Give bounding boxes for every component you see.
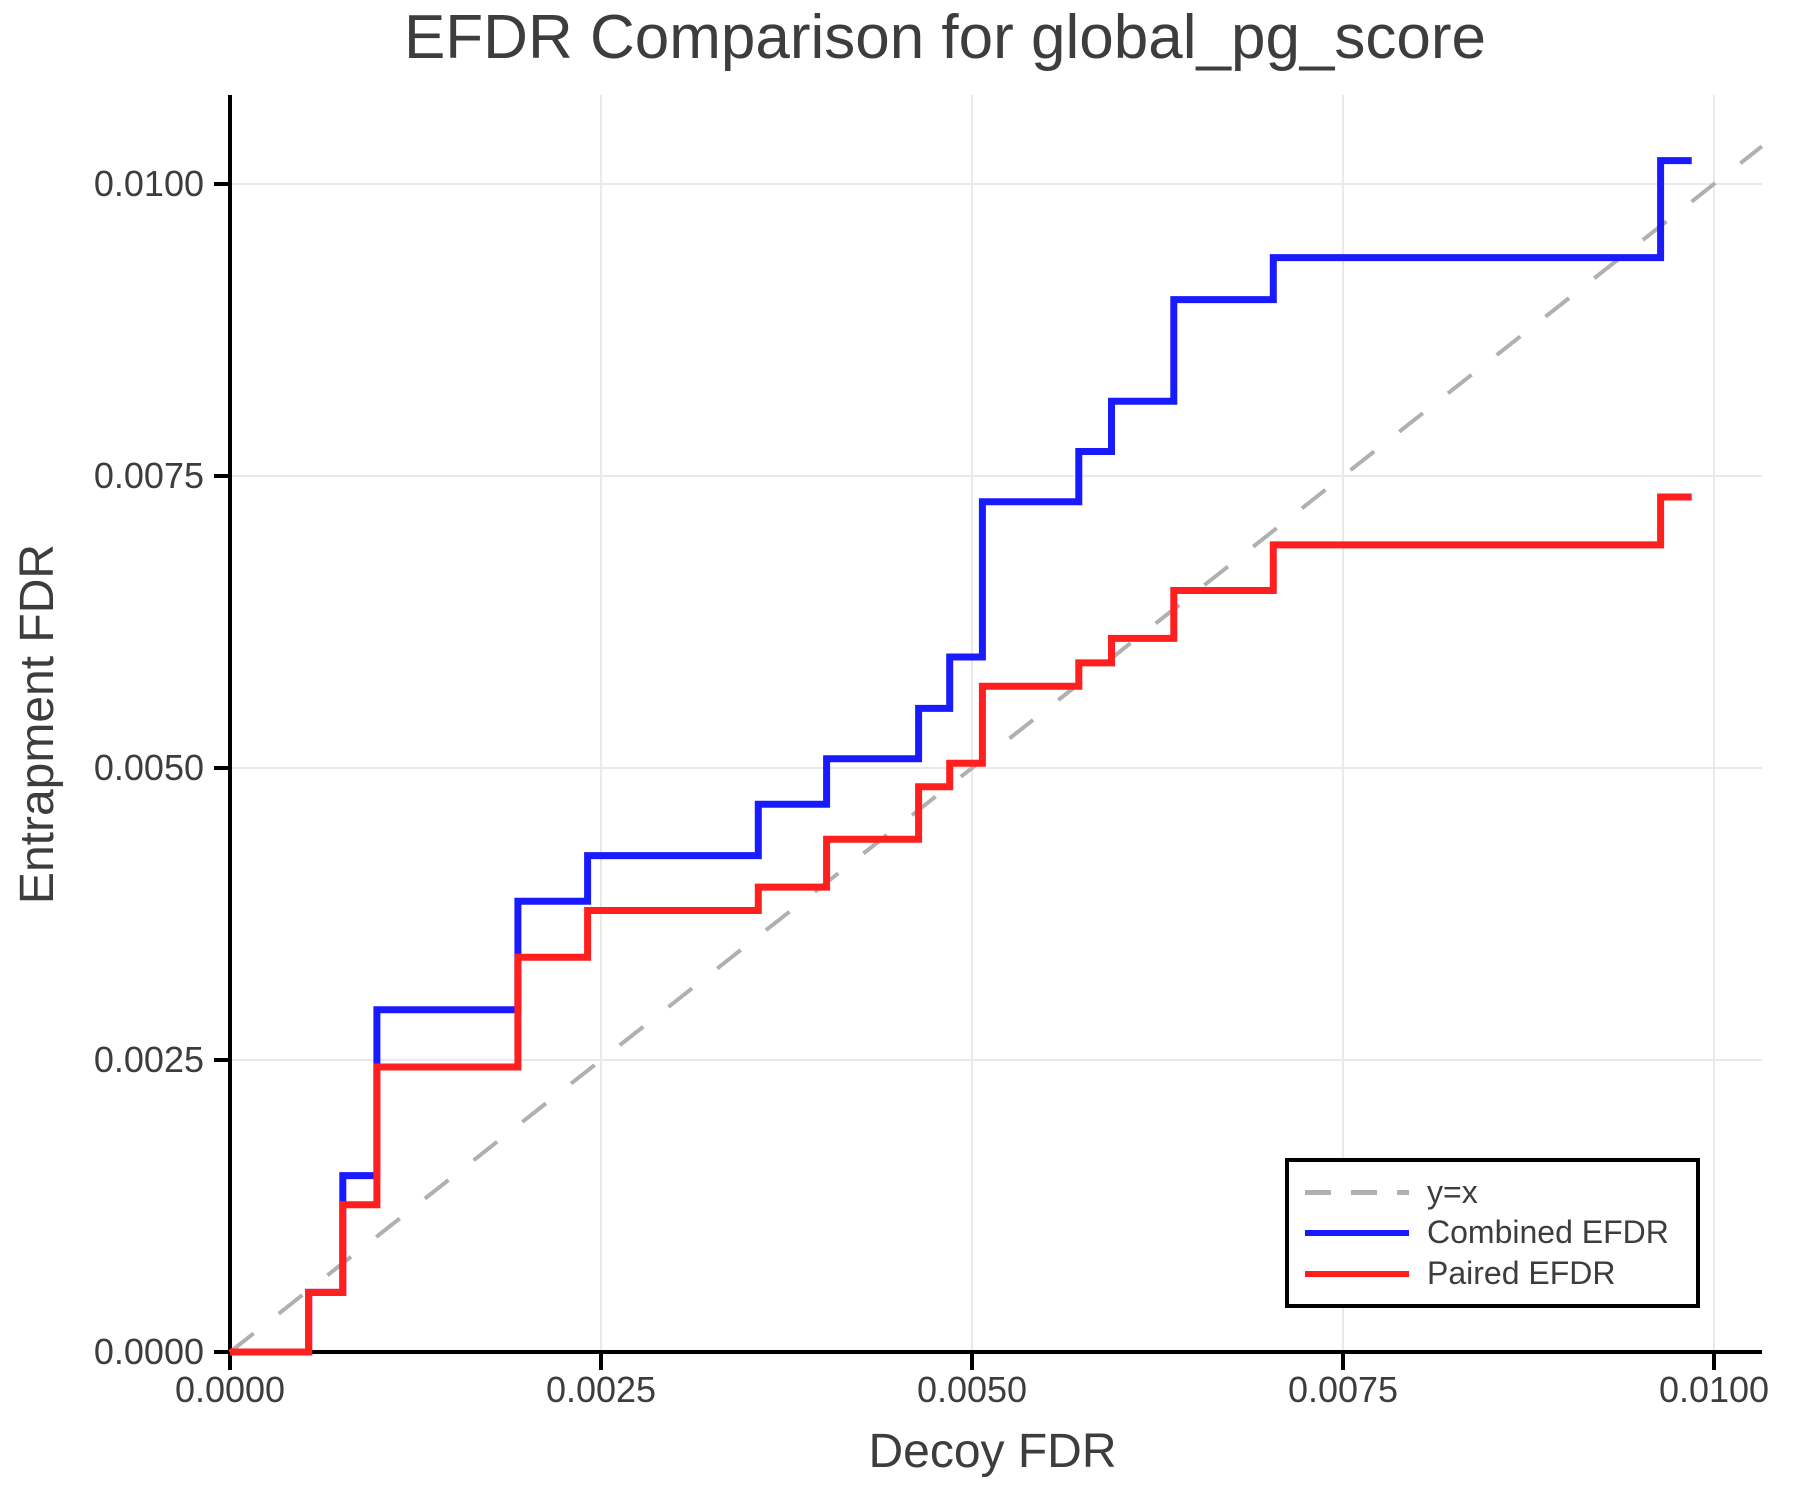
paired-efdr-line (230, 493, 1692, 1356)
legend-label-combined-efdr: Combined EFDR (1427, 1214, 1669, 1251)
x-tick-label: 0.0000 (175, 1369, 285, 1410)
y-tick-label: 0.0025 (94, 1039, 204, 1080)
x-tick-label: 0.0025 (546, 1369, 656, 1410)
identity-line (228, 144, 1764, 1354)
paired-efdr-line-sample (1305, 1270, 1409, 1277)
x-tick-label: 0.0050 (917, 1369, 1027, 1410)
y-tick-label: 0.0050 (94, 747, 204, 788)
x-tick-label: 0.0100 (1659, 1369, 1769, 1410)
chart-title: EFDR Comparison for global_pg_score (403, 3, 1487, 72)
legend-item-paired-efdr: Paired EFDR (1305, 1255, 1696, 1292)
y-tick-label: 0.0000 (94, 1331, 204, 1372)
x-tick-label: 0.0075 (1288, 1369, 1398, 1410)
identity-line-sample (1305, 1189, 1409, 1195)
y-tick-label: 0.0100 (94, 163, 204, 204)
y-tick-label: 0.0075 (94, 455, 204, 496)
legend-item-identity: y=x (1305, 1174, 1696, 1211)
x-axis-label: Decoy FDR (868, 1425, 1117, 1478)
legend-item-combined-efdr: Combined EFDR (1305, 1214, 1696, 1251)
combined-efdr-line-sample (1305, 1229, 1409, 1236)
legend-label-paired-efdr: Paired EFDR (1427, 1255, 1616, 1292)
legend: y=x Combined EFDR Paired EFDR (1285, 1158, 1700, 1308)
legend-label-identity: y=x (1427, 1173, 1478, 1210)
